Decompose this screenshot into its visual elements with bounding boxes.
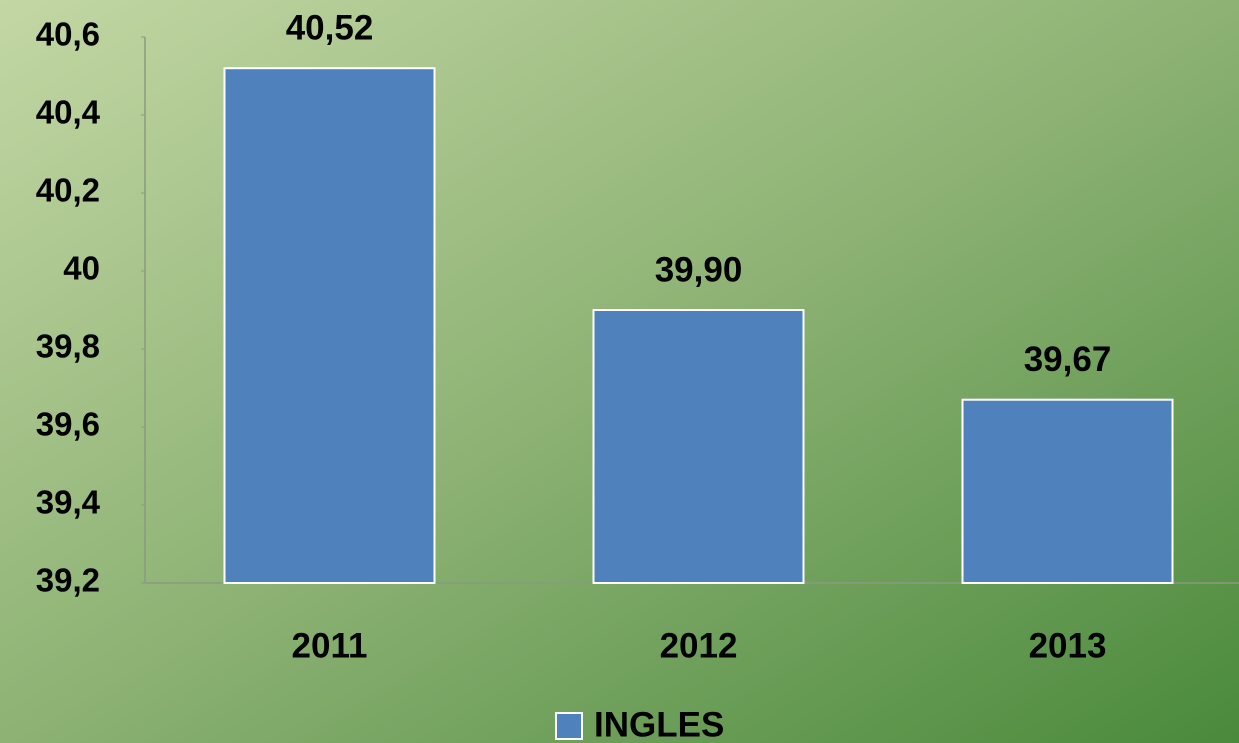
data-label: 39,67 bbox=[1024, 340, 1112, 379]
y-tick-label: 39,4 bbox=[36, 484, 101, 521]
legend-swatch bbox=[555, 712, 583, 740]
x-tick-label: 2011 bbox=[292, 626, 368, 665]
y-tick-label: 39,6 bbox=[36, 406, 100, 443]
bar bbox=[223, 67, 436, 584]
bar bbox=[961, 398, 1174, 585]
y-tick-label: 40,2 bbox=[36, 172, 100, 209]
y-tick-label: 40 bbox=[63, 250, 100, 287]
bar bbox=[592, 309, 805, 584]
y-tick-label: 39,2 bbox=[36, 562, 100, 599]
y-tick-label: 40,4 bbox=[36, 94, 101, 131]
y-tick-label: 40,6 bbox=[36, 16, 100, 53]
data-label: 39,90 bbox=[655, 250, 743, 289]
data-label: 40,52 bbox=[286, 8, 374, 47]
legend-label: INGLES bbox=[594, 705, 724, 743]
y-tick-label: 39,8 bbox=[36, 328, 100, 365]
x-tick-label: 2012 bbox=[660, 626, 738, 665]
x-tick-label: 2013 bbox=[1029, 626, 1107, 665]
